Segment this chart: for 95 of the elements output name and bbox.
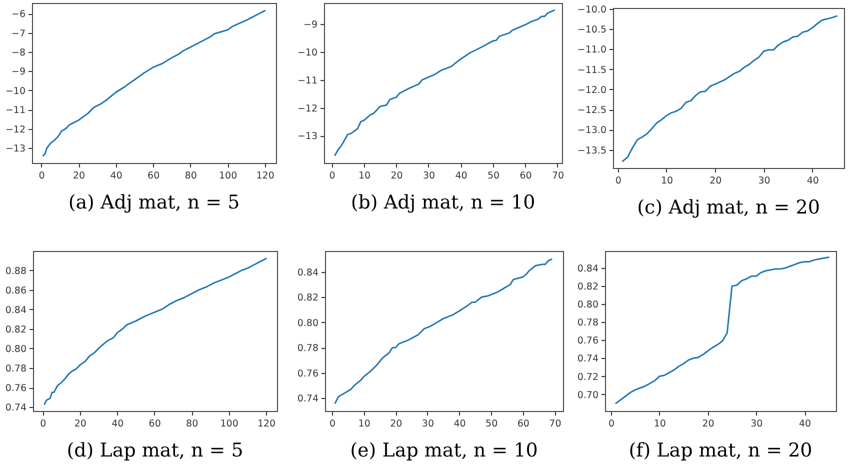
y-tick-label: 0.78	[297, 343, 318, 354]
y-tick-label: −12	[5, 124, 26, 136]
x-tick-label: 30	[422, 170, 436, 182]
y-tick-label: 0.74	[577, 354, 598, 365]
text: (f) Lap mat, n = 20	[628, 440, 812, 462]
line-series	[334, 9, 556, 156]
y-tick-label: 0.82	[297, 292, 318, 304]
x-tick-label: 20	[702, 418, 714, 430]
text: (b) Adj mat, n = 10	[350, 192, 536, 214]
x-tick-label: 20	[390, 418, 402, 430]
text: (a) Adj mat, n = 5	[68, 192, 240, 214]
y-tick-label: −11.0	[577, 44, 606, 56]
line-series	[42, 10, 266, 156]
x-tick-label: 0	[329, 170, 336, 182]
y-tick-label: −12.5	[577, 105, 606, 116]
y-tick-label: 0.70	[577, 390, 598, 401]
y-tick-label: −13	[5, 144, 26, 155]
x-tick-label: 50	[487, 170, 500, 182]
x-tick-label: 80	[186, 418, 198, 430]
y-tick-label: 0.76	[297, 368, 318, 380]
y-tick-label: 0.74	[297, 394, 318, 405]
y-tick-label: −10.5	[577, 24, 606, 36]
y-tick-label: 0.74	[5, 402, 26, 414]
x-tick-label: 100	[219, 170, 238, 182]
y-tick-label: 0.78	[577, 318, 598, 329]
x-tick-label: 40	[110, 170, 122, 182]
y-tick-label: −7	[11, 28, 26, 40]
y-tick-label: 0.72	[577, 372, 598, 383]
x-tick-label: 0	[608, 418, 615, 430]
x-tick-label: 10	[660, 176, 674, 186]
x-tick-label: 40	[799, 418, 812, 430]
x-tick-label: 60	[517, 418, 530, 430]
y-tick-label: 0.84	[297, 267, 318, 278]
x-tick-label: 20	[710, 176, 722, 186]
y-tick-label: −11	[297, 75, 318, 86]
y-tick-label: 0.80	[5, 344, 26, 355]
line-series	[615, 256, 830, 404]
line-series	[622, 15, 838, 162]
x-tick-label: 20	[73, 170, 86, 182]
x-tick-label: 10	[654, 418, 666, 430]
y-tick-label: 0.82	[577, 282, 598, 293]
x-tick-label: 10	[358, 418, 370, 430]
y-tick-label: 0.78	[5, 363, 26, 374]
y-tick-label: 0.76	[577, 336, 598, 347]
x-tick-label: 10	[358, 170, 371, 182]
y-tick-label: −10	[297, 48, 318, 59]
y-tick-label: −6	[11, 9, 26, 20]
x-tick-label: 120	[256, 170, 274, 182]
y-tick-label: −9	[303, 20, 318, 31]
y-tick-label: 0.82	[5, 324, 26, 336]
x-tick-label: 20	[74, 418, 86, 430]
line-series	[334, 258, 552, 404]
line-series	[44, 258, 267, 405]
x-tick-label: 0	[40, 418, 46, 430]
y-tick-label: −12	[297, 103, 318, 114]
y-tick-label: 0.86	[5, 285, 26, 296]
y-tick-label: 0.88	[5, 266, 26, 277]
y-tick-label: −12.0	[577, 84, 606, 96]
y-tick-label: 0.80	[577, 300, 598, 311]
x-tick-label: 120	[257, 418, 276, 430]
x-tick-label: 50	[486, 418, 498, 430]
y-tick-label: −9	[11, 66, 26, 78]
x-tick-label: 40	[455, 170, 468, 182]
x-tick-label: 0	[615, 176, 622, 186]
text: (d) Lap mat, n = 5	[66, 440, 244, 462]
x-tick-label: 30	[750, 418, 763, 430]
x-tick-label: 30	[758, 176, 770, 186]
x-tick-label: 40	[112, 418, 124, 430]
y-tick-label: −13.0	[577, 125, 606, 136]
x-tick-label: 0	[38, 170, 45, 182]
y-tick-label: −13	[297, 131, 318, 142]
x-tick-label: 0	[329, 418, 336, 430]
text: (c) Adj mat, n = 20	[637, 196, 820, 218]
y-tick-label: −11	[5, 105, 26, 116]
y-tick-label: −8	[11, 47, 26, 58]
x-tick-label: 100	[220, 418, 238, 430]
x-tick-label: 40	[454, 418, 466, 430]
text: (e) Lap mat, n = 10	[350, 440, 538, 462]
y-tick-label: −13.5	[577, 145, 606, 156]
y-tick-label: 0.80	[297, 318, 318, 329]
y-tick-label: −10.0	[577, 4, 606, 16]
x-tick-label: 40	[806, 176, 819, 186]
x-tick-label: 80	[184, 170, 197, 182]
x-tick-label: 60	[520, 170, 532, 182]
x-tick-label: 60	[148, 418, 161, 430]
x-tick-label: 30	[422, 418, 434, 430]
y-tick-label: 0.76	[5, 383, 26, 394]
x-tick-label: 60	[148, 170, 160, 182]
y-tick-label: 0.84	[5, 304, 26, 316]
x-tick-label: 70	[549, 418, 562, 430]
x-tick-label: 20	[390, 170, 403, 182]
y-tick-label: 0.84	[577, 264, 598, 275]
y-tick-label: −10	[5, 86, 26, 97]
y-tick-label: −11.5	[577, 64, 606, 76]
x-tick-label: 70	[552, 170, 564, 182]
